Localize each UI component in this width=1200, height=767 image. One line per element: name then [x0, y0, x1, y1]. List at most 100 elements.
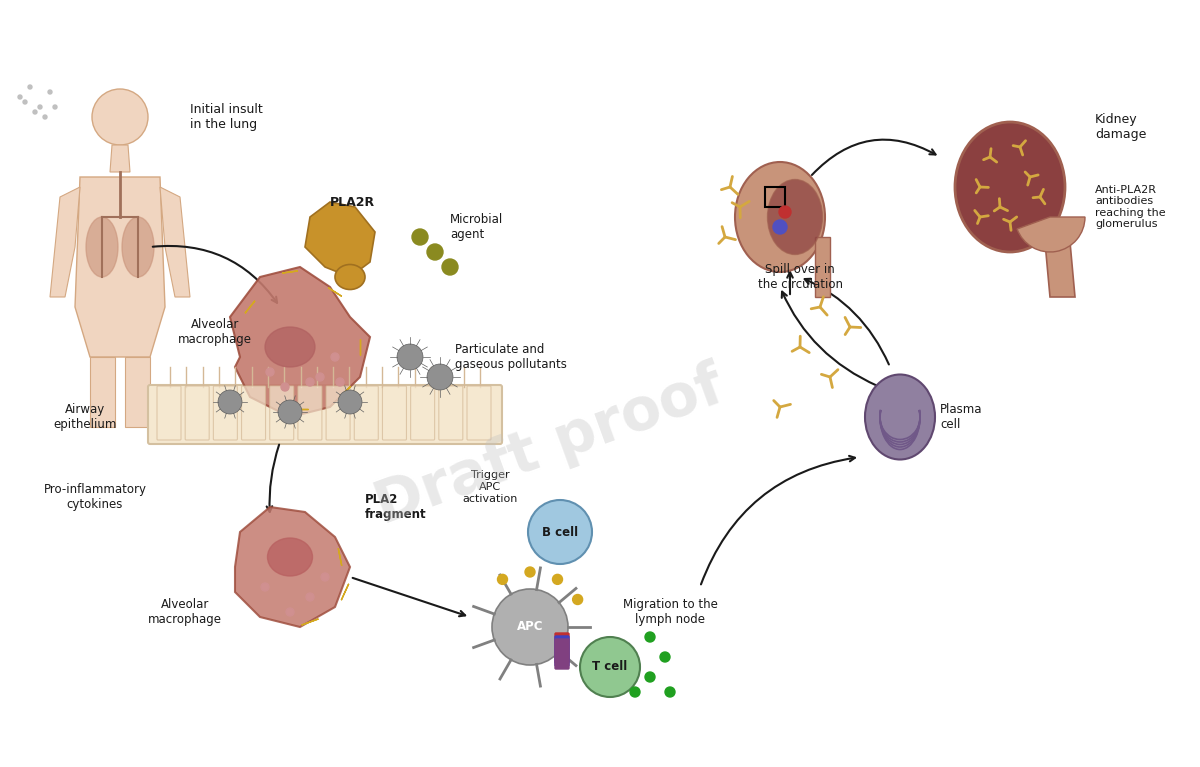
FancyBboxPatch shape [554, 636, 569, 666]
Ellipse shape [268, 538, 312, 576]
Circle shape [306, 593, 314, 601]
FancyBboxPatch shape [270, 386, 294, 440]
Circle shape [278, 400, 302, 424]
Circle shape [18, 95, 22, 99]
Text: Kidney
damage: Kidney damage [1096, 113, 1146, 141]
Circle shape [412, 229, 428, 245]
Circle shape [773, 220, 787, 234]
Circle shape [92, 89, 148, 145]
Circle shape [262, 583, 269, 591]
FancyBboxPatch shape [439, 386, 463, 440]
Circle shape [43, 115, 47, 119]
Ellipse shape [86, 217, 118, 277]
Polygon shape [245, 301, 254, 313]
Circle shape [266, 368, 274, 376]
Polygon shape [50, 187, 80, 297]
Circle shape [646, 672, 655, 682]
Circle shape [427, 244, 443, 260]
Polygon shape [74, 177, 166, 357]
Polygon shape [305, 202, 374, 277]
Ellipse shape [955, 122, 1066, 252]
Circle shape [427, 364, 454, 390]
Polygon shape [235, 507, 350, 627]
Text: PLA2R: PLA2R [330, 196, 376, 209]
FancyBboxPatch shape [148, 385, 502, 444]
Polygon shape [282, 271, 298, 273]
Polygon shape [338, 548, 342, 566]
Circle shape [572, 594, 583, 604]
Ellipse shape [265, 327, 314, 367]
Text: Initial insult
in the lung: Initial insult in the lung [190, 103, 263, 131]
Circle shape [48, 90, 52, 94]
Circle shape [218, 390, 242, 414]
Text: Particulate and
gaseous pollutants: Particulate and gaseous pollutants [455, 343, 566, 371]
Text: Plasma
cell: Plasma cell [940, 403, 983, 431]
Circle shape [306, 378, 314, 386]
Circle shape [397, 344, 422, 370]
Circle shape [281, 383, 289, 391]
FancyBboxPatch shape [185, 386, 209, 440]
FancyBboxPatch shape [157, 386, 181, 440]
Ellipse shape [335, 265, 365, 289]
Ellipse shape [865, 374, 935, 459]
FancyBboxPatch shape [554, 639, 569, 669]
Circle shape [316, 373, 324, 381]
Circle shape [552, 574, 563, 584]
FancyBboxPatch shape [554, 633, 569, 663]
Polygon shape [230, 267, 370, 417]
FancyBboxPatch shape [241, 386, 265, 440]
Circle shape [580, 637, 640, 697]
FancyBboxPatch shape [326, 386, 350, 440]
Polygon shape [110, 145, 130, 172]
Polygon shape [301, 619, 318, 625]
Text: Alveolar
macrophage: Alveolar macrophage [178, 318, 252, 346]
FancyBboxPatch shape [298, 386, 322, 440]
Circle shape [630, 687, 640, 697]
Circle shape [660, 652, 670, 662]
Circle shape [286, 608, 294, 616]
Text: Pro-inflammatory
cytokines: Pro-inflammatory cytokines [43, 483, 146, 511]
Text: Draft proof: Draft proof [368, 357, 732, 536]
Text: Anti-PLA2R
antibodies
reaching the
glomerulus: Anti-PLA2R antibodies reaching the glome… [1096, 185, 1165, 229]
Ellipse shape [122, 217, 154, 277]
FancyBboxPatch shape [383, 386, 407, 440]
Polygon shape [341, 584, 349, 601]
Text: Migration to the
lymph node: Migration to the lymph node [623, 598, 718, 626]
Circle shape [23, 100, 28, 104]
FancyBboxPatch shape [410, 386, 434, 440]
Text: T cell: T cell [593, 660, 628, 673]
Circle shape [526, 567, 535, 577]
Ellipse shape [768, 179, 822, 255]
Bar [766, 187, 785, 207]
Circle shape [53, 105, 58, 109]
Circle shape [336, 378, 344, 386]
Circle shape [38, 105, 42, 109]
Polygon shape [815, 237, 830, 297]
Polygon shape [329, 288, 342, 296]
Text: Microbial
agent: Microbial agent [450, 213, 503, 241]
Text: Airway
epithelium: Airway epithelium [53, 403, 116, 431]
Text: Trigger
APC
activation: Trigger APC activation [462, 470, 517, 504]
Circle shape [646, 632, 655, 642]
Text: PLA2
fragment: PLA2 fragment [365, 493, 427, 521]
Circle shape [528, 500, 592, 564]
Circle shape [442, 259, 458, 275]
Circle shape [498, 574, 508, 584]
FancyBboxPatch shape [354, 386, 378, 440]
Polygon shape [125, 357, 150, 427]
Wedge shape [1018, 217, 1085, 252]
Circle shape [665, 687, 674, 697]
Text: APC: APC [517, 621, 544, 634]
Circle shape [338, 390, 362, 414]
Ellipse shape [734, 162, 826, 272]
Polygon shape [160, 187, 190, 297]
Text: B cell: B cell [542, 525, 578, 538]
Polygon shape [90, 357, 115, 427]
Polygon shape [1045, 242, 1075, 297]
Circle shape [28, 85, 32, 89]
Text: Alveolar
macrophage: Alveolar macrophage [148, 598, 222, 626]
Polygon shape [340, 387, 350, 397]
Circle shape [331, 353, 340, 361]
FancyBboxPatch shape [467, 386, 491, 440]
Circle shape [492, 589, 568, 665]
